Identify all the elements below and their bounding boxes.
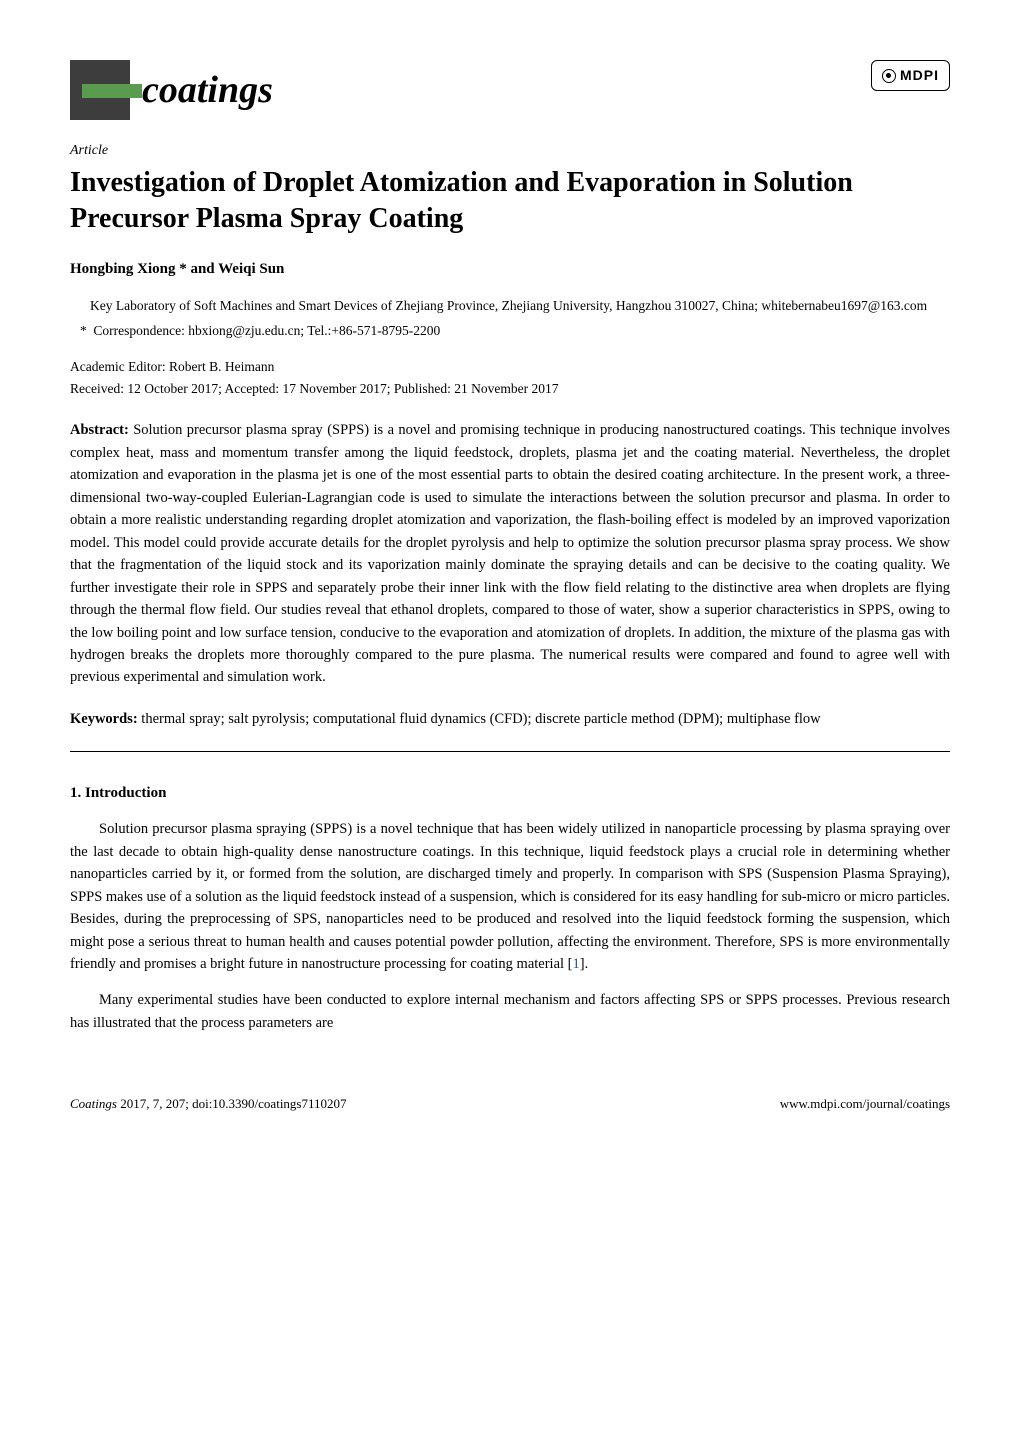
- footer-journal-italic: Coatings: [70, 1096, 117, 1111]
- mdpi-logo-text: MDPI: [900, 65, 939, 86]
- journal-logo-block: coatings: [70, 60, 273, 120]
- abstract-label: Abstract:: [70, 422, 129, 438]
- affiliation: Key Laboratory of Soft Machines and Smar…: [90, 296, 950, 316]
- citation-link[interactable]: 1: [573, 956, 580, 972]
- article-type: Article: [70, 140, 950, 161]
- divider: [70, 751, 950, 752]
- section-heading-introduction: 1. Introduction: [70, 782, 950, 805]
- para1-part-a: Solution precursor plasma spraying (SPPS…: [70, 821, 950, 972]
- journal-name: coatings: [142, 62, 273, 119]
- footer-right: www.mdpi.com/journal/coatings: [780, 1094, 950, 1114]
- para1-part-b: ].: [580, 956, 588, 972]
- keywords-label: Keywords:: [70, 711, 138, 727]
- mdpi-logo: MDPI: [871, 60, 950, 91]
- keywords: Keywords: thermal spray; salt pyrolysis;…: [70, 709, 950, 731]
- correspondence-marker: *: [80, 321, 90, 341]
- mdpi-logo-icon: [882, 69, 896, 83]
- correspondence: * Correspondence: hbxiong@zju.edu.cn; Te…: [80, 321, 950, 341]
- page-footer: Coatings 2017, 7, 207; doi:10.3390/coati…: [70, 1094, 950, 1114]
- footer-left-rest: 2017, 7, 207; doi:10.3390/coatings711020…: [117, 1096, 347, 1111]
- abstract-text: Solution precursor plasma spray (SPPS) i…: [70, 422, 950, 685]
- coatings-logo-icon: [70, 60, 130, 120]
- keywords-text: thermal spray; salt pyrolysis; computati…: [141, 711, 820, 727]
- article-title: Investigation of Droplet Atomization and…: [70, 165, 950, 238]
- abstract: Abstract: Solution precursor plasma spra…: [70, 419, 950, 689]
- academic-editor: Academic Editor: Robert B. Heimann: [70, 357, 950, 377]
- body-paragraph: Solution precursor plasma spraying (SPPS…: [70, 818, 950, 975]
- footer-left: Coatings 2017, 7, 207; doi:10.3390/coati…: [70, 1094, 347, 1114]
- header-row: coatings MDPI: [70, 60, 950, 120]
- correspondence-text: Correspondence: hbxiong@zju.edu.cn; Tel.…: [93, 323, 440, 338]
- publication-dates: Received: 12 October 2017; Accepted: 17 …: [70, 379, 950, 399]
- authors: Hongbing Xiong * and Weiqi Sun: [70, 258, 950, 281]
- body-paragraph: Many experimental studies have been cond…: [70, 989, 950, 1034]
